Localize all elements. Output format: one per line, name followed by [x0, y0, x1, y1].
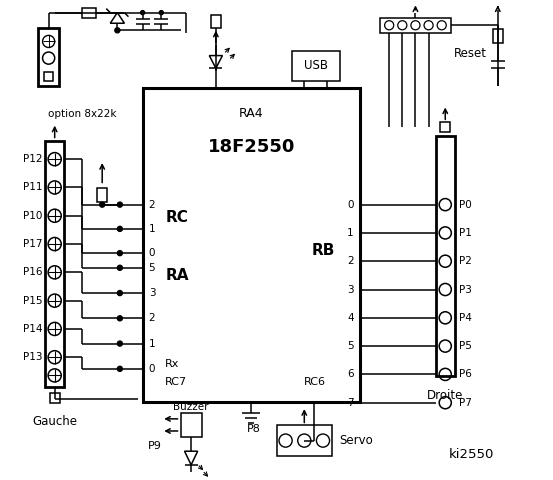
- Text: P0: P0: [459, 200, 472, 210]
- Bar: [44, 72, 53, 81]
- Bar: [493, 29, 503, 43]
- Text: P2: P2: [459, 256, 472, 266]
- Circle shape: [117, 202, 122, 207]
- Text: RA4: RA4: [239, 107, 264, 120]
- Bar: [180, 413, 202, 437]
- Bar: [82, 8, 96, 18]
- Text: 0: 0: [149, 248, 155, 258]
- Text: P9: P9: [148, 441, 162, 451]
- Text: Droite: Droite: [427, 389, 463, 402]
- Text: Reset: Reset: [453, 47, 487, 60]
- Text: RC6: RC6: [304, 377, 326, 387]
- Circle shape: [117, 227, 122, 231]
- Circle shape: [117, 265, 122, 270]
- Text: 3: 3: [149, 288, 155, 298]
- Text: RC7: RC7: [165, 377, 187, 387]
- Text: 3: 3: [347, 285, 354, 295]
- Bar: [440, 122, 450, 132]
- Text: 0: 0: [149, 364, 155, 374]
- Text: 5: 5: [149, 263, 155, 273]
- Text: P12: P12: [23, 154, 43, 164]
- Text: P17: P17: [23, 239, 43, 249]
- Text: P10: P10: [23, 211, 43, 221]
- Text: Gauche: Gauche: [32, 415, 77, 428]
- Text: P7: P7: [459, 398, 472, 408]
- Text: 6: 6: [347, 370, 354, 379]
- Bar: [38, 28, 59, 86]
- Text: 0: 0: [347, 200, 354, 210]
- Circle shape: [117, 366, 122, 372]
- Circle shape: [100, 202, 105, 207]
- Text: 5: 5: [347, 341, 354, 351]
- Circle shape: [140, 11, 145, 15]
- Text: 7: 7: [347, 398, 354, 408]
- Bar: [50, 393, 60, 403]
- Circle shape: [117, 290, 122, 296]
- Text: 2: 2: [347, 256, 354, 266]
- Bar: [211, 15, 221, 28]
- Text: 2: 2: [149, 200, 155, 210]
- Text: Servo: Servo: [340, 434, 373, 447]
- Text: 1: 1: [149, 224, 155, 234]
- Text: P4: P4: [459, 313, 472, 323]
- Text: RB: RB: [311, 242, 335, 258]
- Text: P8: P8: [247, 424, 260, 434]
- Text: P14: P14: [23, 324, 43, 334]
- Bar: [436, 136, 455, 376]
- Text: P11: P11: [23, 182, 43, 192]
- Text: 4: 4: [347, 313, 354, 323]
- Bar: [97, 188, 107, 202]
- Text: 18F2550: 18F2550: [207, 138, 295, 156]
- Bar: [276, 425, 332, 456]
- Circle shape: [115, 28, 120, 33]
- Text: 1: 1: [347, 228, 354, 238]
- Circle shape: [117, 251, 122, 256]
- Bar: [45, 142, 64, 386]
- Text: RC: RC: [165, 210, 188, 225]
- Circle shape: [117, 341, 122, 346]
- Text: 1: 1: [149, 338, 155, 348]
- Bar: [380, 18, 451, 33]
- Text: 2: 2: [149, 313, 155, 324]
- Text: USB: USB: [304, 59, 328, 72]
- Text: P3: P3: [459, 285, 472, 295]
- Text: ki2550: ki2550: [448, 448, 494, 461]
- Text: P15: P15: [23, 296, 43, 306]
- Text: P1: P1: [459, 228, 472, 238]
- Text: option 8x22k: option 8x22k: [48, 108, 116, 119]
- Text: RA: RA: [165, 268, 189, 283]
- Circle shape: [159, 11, 163, 15]
- Text: P5: P5: [459, 341, 472, 351]
- Text: P13: P13: [23, 352, 43, 362]
- Text: P16: P16: [23, 267, 43, 277]
- Bar: [143, 88, 360, 402]
- Bar: [291, 50, 340, 81]
- Text: P6: P6: [459, 370, 472, 379]
- Text: Buzzer: Buzzer: [173, 402, 209, 412]
- Text: Rx: Rx: [165, 359, 180, 369]
- Circle shape: [117, 316, 122, 321]
